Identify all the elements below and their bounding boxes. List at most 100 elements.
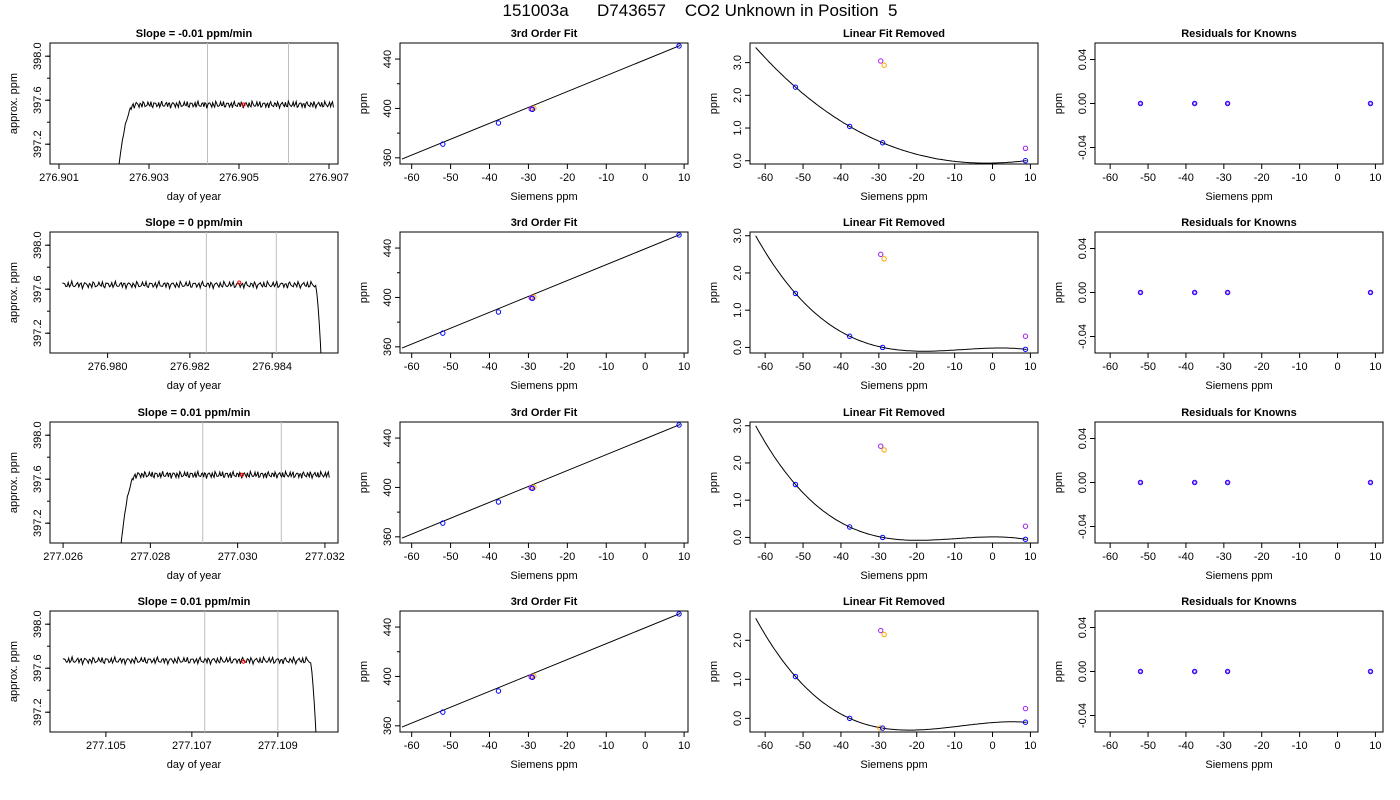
x-tick-label: -60 [757,740,773,752]
panel-r3-time: Slope = 0.01 ppm/min 277.026 277.028 277.03… [0,402,350,592]
x-tick-label: 10 [1369,361,1381,373]
plot-frame [49,421,339,544]
x-tick-label: -10 [598,551,614,563]
x-tick-label: -20 [559,361,575,373]
known-point [792,290,799,297]
known-point [676,422,682,428]
y-tick-label: 2.0 [732,633,744,648]
panel-r3-lin: Linear Fit Removed -60 -50 -40 -30 -20 -10 0 10 0… [700,402,1050,592]
chart-r2-time: Slope = 0 ppm/min 276.980 276.982 276.984 39… [8,217,339,392]
x-tick-label: -10 [1292,740,1308,752]
unknown-point [1022,333,1029,339]
x-axis-label: Siemens ppm [860,380,927,392]
x-tick-label: -10 [598,740,614,752]
x-tick-label: -40 [1178,740,1194,752]
x-tick-label: -30 [871,740,887,752]
y-axis-label: ppm [1053,93,1065,114]
x-tick-label: 0 [1334,361,1340,373]
known-point-overlay [1138,669,1143,674]
x-tick-label: -50 [795,551,811,563]
unknown-point [877,725,883,731]
panel-r3-fit: 3rd Order Fit -60 -50 -40 -30 -20 -10 0 10 360 400… [350,402,700,592]
unknown-point [878,251,884,258]
y-axis-label: approx. ppm [8,262,20,323]
y-tick-label: 0.04 [1077,49,1089,70]
known-point [529,485,536,492]
known-point [792,84,799,90]
unknown-point [881,62,887,68]
y-tick-label: 1.0 [732,672,744,687]
x-tick-label: -40 [482,172,498,184]
panel-r2-fit: 3rd Order Fit -60 -50 -40 -30 -20 -10 0 10 360 400… [350,212,700,402]
x-tick-label: -10 [1292,551,1308,563]
y-tick-label: 398.0 [32,42,44,70]
x-tick-label: -60 [757,551,773,563]
x-axis-label: day of year [167,570,222,582]
known-point [1367,668,1374,675]
x-tick-label: 277.028 [130,551,170,563]
y-tick-label: 2.0 [732,455,744,470]
known-point [1137,100,1144,107]
fit-line [401,234,681,349]
panel-r4-lin: Linear Fit Removed -60 -50 -40 -30 -20 -10 0 10 0… [700,591,1050,781]
panel-title: Residuals for Knowns [1181,217,1297,229]
y-tick-label: 0.04 [1077,428,1089,449]
x-tick-label: 276.982 [170,361,210,373]
fit-line [401,424,681,539]
known-point-overlay [1192,480,1197,485]
known-point [1224,100,1231,107]
chart-r3-time: Slope = 0.01 ppm/min 277.026 277.028 277.03… [8,407,345,582]
x-axis-label: Siemens ppm [510,380,577,392]
y-tick-label: 1.0 [732,303,744,318]
plot-area [401,232,682,349]
y-tick-label: 440 [382,429,394,447]
x-tick-label: -20 [559,172,575,184]
panel-title: 3rd Order Fit [511,407,578,419]
plot-frame [399,610,689,733]
x-tick-label: -40 [1178,172,1194,184]
known-point [495,688,502,694]
window-mean-marker [241,102,246,107]
y-axis-label: ppm [1053,282,1065,303]
known-point-overlay [1225,101,1230,106]
x-tick-label: -40 [482,551,498,563]
known-point-overlay [1192,669,1197,674]
panel-title: Residuals for Knowns [1181,596,1297,608]
x-tick-label: 276.901 [39,172,79,184]
analyzer-trace [62,654,317,732]
unknown-point [881,631,887,638]
chart-r1-lin: Linear Fit Removed -60 -50 -40 -30 -20 -10 0 10 0… [708,28,1039,203]
x-tick-label: 276.980 [88,361,128,373]
y-axis-label: ppm [708,282,720,303]
x-tick-label: -60 [404,740,420,752]
y-tick-label: 0.0 [732,340,744,355]
known-point [1191,668,1198,675]
plot-frame [749,42,1039,165]
y-tick-label: 0.00 [1077,282,1089,303]
x-tick-label: -50 [443,361,459,373]
panel-title: Residuals for Knowns [1181,28,1297,40]
known-point [495,499,502,505]
window-mean-marker [239,472,245,477]
x-tick-label: -30 [871,551,887,563]
residual-curve [755,425,1027,541]
x-tick-label: 10 [678,551,690,563]
x-tick-label: 0 [642,740,648,752]
plot-frame [49,231,339,354]
known-point [495,120,502,126]
plot-area [1137,289,1374,296]
y-tick-label: 3.0 [732,55,744,70]
y-tick-label: 400 [382,99,394,117]
x-axis-label: Siemens ppm [510,759,577,771]
plot-frame [49,610,339,733]
y-tick-label: 397.2 [32,698,44,726]
x-tick-label: -40 [833,740,849,752]
x-tick-label: 10 [1369,172,1381,184]
x-tick-label: 276.903 [129,172,169,184]
y-tick-label: 360 [382,717,394,735]
x-tick-label: -20 [559,551,575,563]
x-tick-label: -60 [1102,172,1118,184]
plot-area [120,422,330,543]
y-tick-label: 0.0 [732,711,744,726]
x-tick-label: -60 [757,172,773,184]
